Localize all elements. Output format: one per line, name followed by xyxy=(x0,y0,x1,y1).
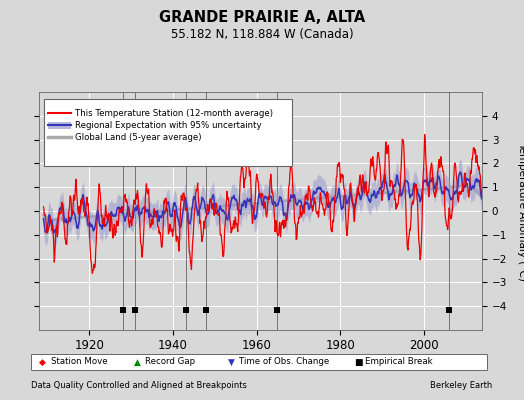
Text: Empirical Break: Empirical Break xyxy=(365,358,433,366)
Text: Record Gap: Record Gap xyxy=(145,358,195,366)
Text: Regional Expectation with 95% uncertainty: Regional Expectation with 95% uncertaint… xyxy=(74,121,261,130)
Text: Time of Obs. Change: Time of Obs. Change xyxy=(239,358,330,366)
Y-axis label: Temperature Anomaly (°C): Temperature Anomaly (°C) xyxy=(517,142,524,280)
Text: ■: ■ xyxy=(354,358,362,366)
Text: This Temperature Station (12-month average): This Temperature Station (12-month avera… xyxy=(74,109,272,118)
Text: Berkeley Earth: Berkeley Earth xyxy=(430,381,493,390)
Text: Station Move: Station Move xyxy=(51,358,107,366)
Text: GRANDE PRAIRIE A, ALTA: GRANDE PRAIRIE A, ALTA xyxy=(159,10,365,25)
Text: ▲: ▲ xyxy=(134,358,140,366)
Text: 55.182 N, 118.884 W (Canada): 55.182 N, 118.884 W (Canada) xyxy=(171,28,353,41)
Text: Data Quality Controlled and Aligned at Breakpoints: Data Quality Controlled and Aligned at B… xyxy=(31,381,247,390)
Text: Global Land (5-year average): Global Land (5-year average) xyxy=(74,133,201,142)
Text: ◆: ◆ xyxy=(39,358,46,366)
Text: ▼: ▼ xyxy=(228,358,235,366)
